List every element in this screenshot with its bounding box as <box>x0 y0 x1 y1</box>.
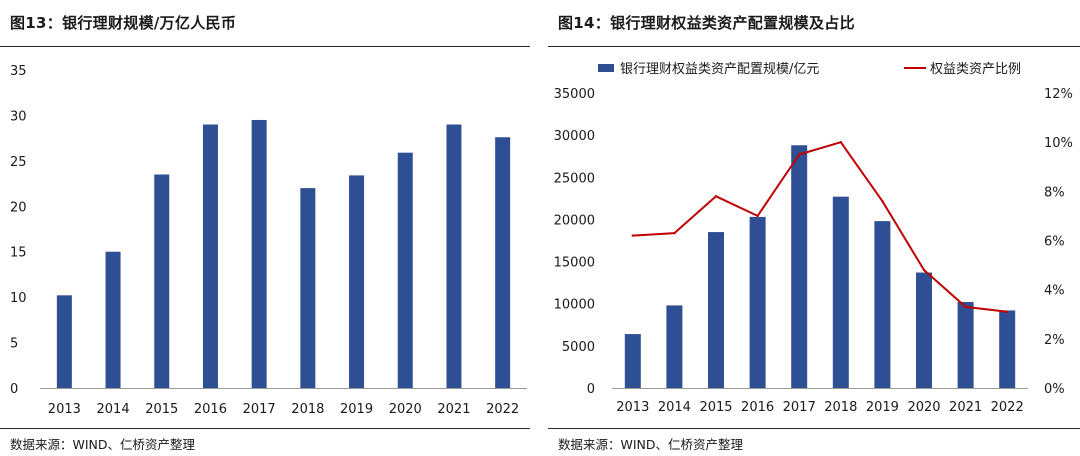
ratio-point <box>922 268 926 272</box>
y-tick-label: 10 <box>10 291 27 306</box>
x-tick-label: 2022 <box>991 400 1024 415</box>
bar <box>832 196 849 388</box>
x-tick-label: 2018 <box>291 402 324 417</box>
bar <box>154 174 170 388</box>
chart-title-left: 图13：银行理财规模/万亿人民币 <box>10 14 237 32</box>
bar <box>251 119 267 388</box>
ratio-point <box>673 231 676 235</box>
x-tick-label: 2018 <box>824 400 857 415</box>
y-left-tick-label: 30000 <box>554 129 595 144</box>
legend-line-label: 权益类资产比例 <box>930 61 1021 77</box>
y-right-tick-label: 6% <box>1044 235 1065 250</box>
chart-panel-right: 图14：银行理财权益类资产配置规模及占比 银行理财权益类资产配置规模/亿元 权益类… <box>548 0 1080 456</box>
x-tick-label: 2016 <box>194 402 227 417</box>
ratio-line <box>632 141 1008 313</box>
ratio-point <box>714 195 718 198</box>
source-note-right: 数据来源：WIND、仁桥资产整理 <box>558 437 744 452</box>
bar-chart-left: 0 5 10 15 20 25 30 35 2013 2014 2015 2016 2017 2018 20… <box>10 64 527 417</box>
y-tick-label: 0 <box>10 382 18 397</box>
x-tick-label: 2019 <box>340 402 373 417</box>
ratio-point <box>631 234 634 237</box>
bar <box>624 334 641 388</box>
bar <box>791 145 808 388</box>
source-note-left: 数据来源：WIND、仁桥资产整理 <box>10 437 196 452</box>
bar <box>397 152 413 388</box>
y-right-tick-label: 0% <box>1044 382 1065 397</box>
y-tick-label: 30 <box>10 109 27 124</box>
y-tick-label: 20 <box>10 200 27 215</box>
y-right-tick-label: 10% <box>1044 136 1073 151</box>
x-tick-label: 2015 <box>145 402 178 417</box>
x-tick-label: 2021 <box>437 402 470 417</box>
y-left-tick-label: 5000 <box>562 340 595 355</box>
y-tick-label: 35 <box>10 64 27 79</box>
bar <box>495 137 511 388</box>
y-right-tick-label: 2% <box>1044 333 1065 348</box>
legend-bar-label: 银行理财权益类资产配置规模/亿元 <box>620 61 819 77</box>
chart-panel-left: 图13：银行理财规模/万亿人民币 0 5 10 15 20 25 30 35 2013 2014 2… <box>0 0 530 456</box>
ratio-point <box>798 153 801 156</box>
y-right-tick-label: 8% <box>1044 185 1065 200</box>
bar <box>916 272 932 388</box>
x-tick-label: 2014 <box>97 402 130 417</box>
y-left-tick-label: 0 <box>587 382 595 397</box>
bar <box>202 124 218 388</box>
y-left-tick-label: 10000 <box>554 298 595 313</box>
ratio-point <box>964 305 967 309</box>
y-tick-label: 25 <box>10 155 27 170</box>
x-tick-label: 2020 <box>907 400 940 415</box>
legend-bar-swatch <box>598 64 614 72</box>
bar <box>349 175 365 388</box>
bar <box>446 124 462 388</box>
bar <box>957 302 974 388</box>
bar <box>105 251 121 388</box>
x-tick-label: 2017 <box>243 402 276 417</box>
x-tick-label: 2015 <box>699 400 732 415</box>
ratio-point <box>756 214 759 218</box>
combo-chart-right: 银行理财权益类资产配置规模/亿元 权益类资产比例 0 5000 10000 15000 20… <box>554 61 1073 415</box>
title-divider-left <box>0 46 530 47</box>
y-left-tick-label: 25000 <box>554 171 595 186</box>
bar <box>874 221 891 388</box>
ratio-point <box>839 140 842 144</box>
source-divider-left <box>0 428 530 429</box>
chart-title-right: 图14：银行理财权益类资产配置规模及占比 <box>558 14 855 32</box>
y-right-tick-label: 12% <box>1044 87 1073 102</box>
y-left-tick-label: 20000 <box>554 213 595 228</box>
y-left-tick-label: 35000 <box>554 87 595 102</box>
title-divider-right <box>548 46 1080 47</box>
ratio-point <box>1006 310 1009 313</box>
y-tick-label: 15 <box>10 246 27 261</box>
y-right-tick-label: 4% <box>1044 284 1065 299</box>
bar <box>300 188 316 388</box>
bar <box>56 295 72 388</box>
source-divider-right <box>548 428 1080 429</box>
x-tick-label: 2013 <box>616 400 649 415</box>
y-left-tick-label: 15000 <box>554 256 595 271</box>
x-tick-label: 2016 <box>741 400 774 415</box>
x-tick-label: 2013 <box>48 402 81 417</box>
bar <box>708 232 724 388</box>
ratio-point <box>881 199 884 203</box>
bar <box>749 216 766 388</box>
bar <box>999 310 1016 388</box>
x-tick-label: 2019 <box>866 400 899 415</box>
y-tick-label: 5 <box>10 337 18 352</box>
x-tick-label: 2014 <box>658 400 691 415</box>
x-tick-label: 2017 <box>783 400 816 415</box>
x-tick-label: 2020 <box>389 402 422 417</box>
x-tick-label: 2021 <box>949 400 982 415</box>
bar <box>666 305 683 388</box>
x-tick-label: 2022 <box>486 402 519 417</box>
